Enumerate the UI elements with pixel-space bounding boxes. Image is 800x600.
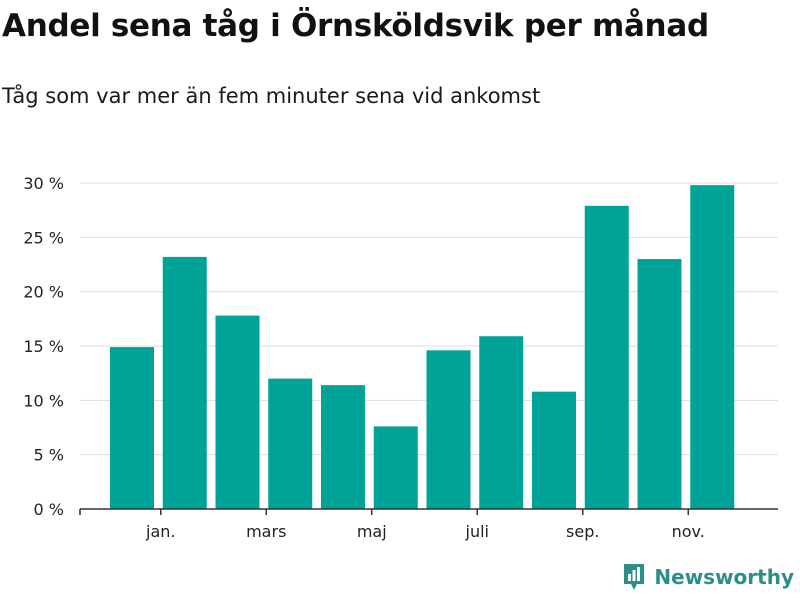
brand-logo[interactable]: Newsworthy xyxy=(622,562,794,592)
y-tick-label: 30 % xyxy=(23,174,64,193)
bar-chart-logo-icon xyxy=(624,564,645,590)
y-tick-label: 20 % xyxy=(23,283,64,302)
x-tick-label: sep. xyxy=(566,522,599,541)
bar-aug xyxy=(532,391,576,509)
bar-okt xyxy=(637,259,682,509)
bar-apr xyxy=(321,385,365,509)
x-tick-label: nov. xyxy=(672,522,705,541)
x-tick-label: mars xyxy=(246,522,286,541)
bar-juli xyxy=(479,336,524,509)
bar-sep xyxy=(584,205,629,509)
chart-subtitle: Tåg som var mer än fem minuter sena vid … xyxy=(2,84,541,108)
bar-dec xyxy=(110,347,154,509)
x-tick-label: maj xyxy=(357,522,387,541)
bar-mars xyxy=(268,378,313,509)
y-tick-label: 0 % xyxy=(34,500,64,519)
bar-juni xyxy=(426,350,471,509)
x-tick-label: juli xyxy=(465,522,489,541)
brand-name: Newsworthy xyxy=(654,565,794,589)
bar-jan xyxy=(162,256,207,509)
y-tick-label: 25 % xyxy=(23,228,64,247)
y-tick-label: 15 % xyxy=(23,337,64,356)
y-tick-label: 5 % xyxy=(34,446,64,465)
bar-nov xyxy=(690,185,735,509)
bar-feb xyxy=(215,315,260,509)
chart-title: Andel sena tåg i Örnsköldsvik per månad xyxy=(2,8,709,44)
y-tick-label: 10 % xyxy=(23,391,64,410)
x-tick-label: jan. xyxy=(145,522,175,541)
bar-maj xyxy=(373,426,418,509)
